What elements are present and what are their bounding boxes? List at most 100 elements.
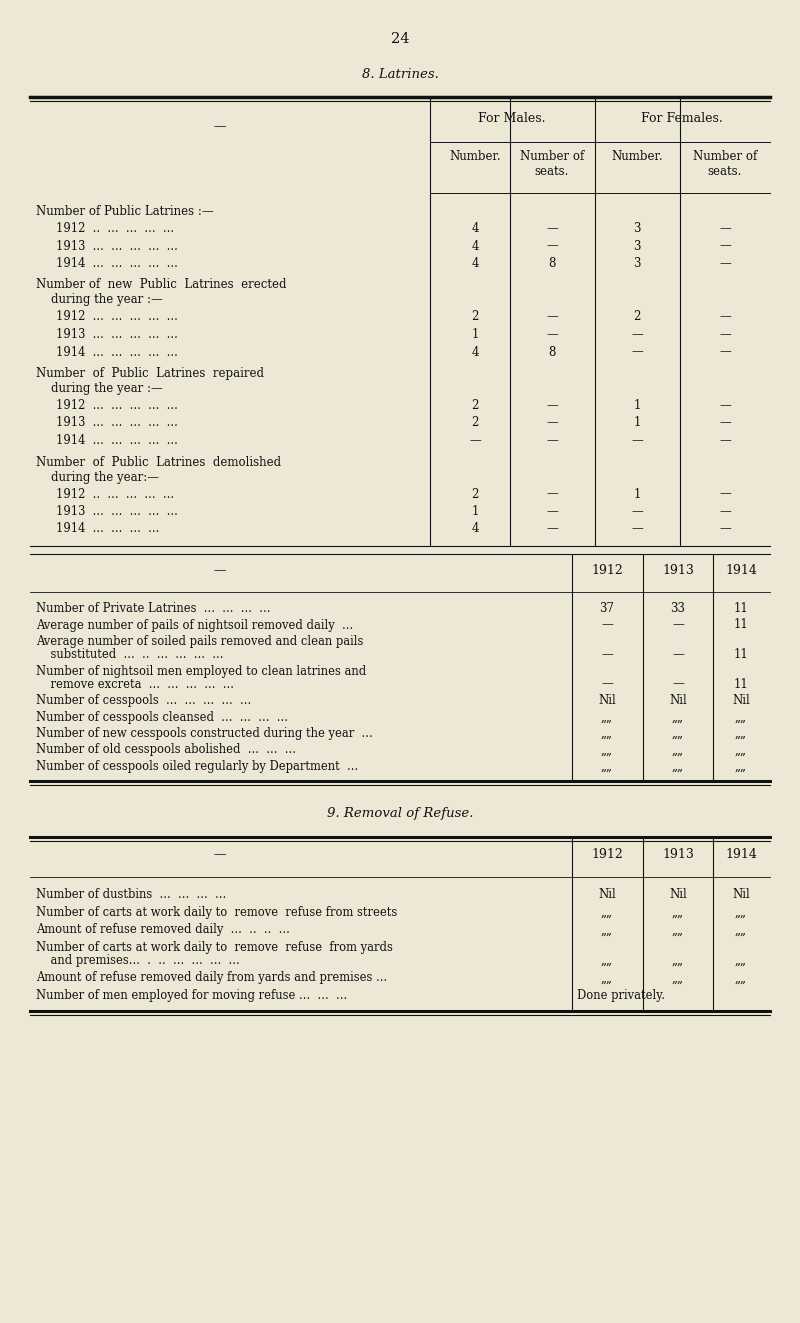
- Text: —: —: [546, 434, 558, 447]
- Text: 1913  ...  ...  ...  ...  ...: 1913 ... ... ... ... ...: [56, 505, 178, 519]
- Text: 2: 2: [471, 400, 478, 411]
- Text: Average number of pails of nightsoil removed daily  ...: Average number of pails of nightsoil rem…: [36, 618, 354, 631]
- Text: 1914  ...  ...  ...  ...  ...: 1914 ... ... ... ... ...: [56, 257, 178, 270]
- Text: 2: 2: [471, 311, 478, 324]
- Text: 8: 8: [548, 345, 556, 359]
- Text: 37: 37: [599, 602, 614, 615]
- Text: —: —: [546, 239, 558, 253]
- Text: „„: „„: [735, 906, 747, 919]
- Text: —: —: [546, 417, 558, 430]
- Text: 2: 2: [471, 417, 478, 430]
- Text: „„: „„: [601, 744, 613, 757]
- Text: Number of new cesspools constructed during the year  ...: Number of new cesspools constructed duri…: [36, 728, 373, 740]
- Text: 1: 1: [634, 417, 641, 430]
- Text: 1914  ...  ...  ...  ...  ...: 1914 ... ... ... ... ...: [56, 434, 178, 447]
- Text: 1913  ...  ...  ...  ...  ...: 1913 ... ... ... ... ...: [56, 239, 178, 253]
- Text: —: —: [631, 434, 643, 447]
- Text: —: —: [672, 677, 684, 691]
- Text: —: —: [719, 505, 731, 519]
- Text: Number  of  Public  Latrines  demolished: Number of Public Latrines demolished: [36, 455, 281, 468]
- Text: 11: 11: [734, 677, 748, 691]
- Text: 11: 11: [734, 602, 748, 615]
- Text: „„: „„: [601, 759, 613, 773]
- Text: Number of
seats.: Number of seats.: [693, 149, 757, 179]
- Text: 1913  ...  ...  ...  ...  ...: 1913 ... ... ... ... ...: [56, 328, 178, 341]
- Text: 4: 4: [471, 239, 478, 253]
- Text: 24: 24: [390, 32, 410, 46]
- Text: 2: 2: [634, 311, 641, 324]
- Text: 1913  ...  ...  ...  ...  ...: 1913 ... ... ... ... ...: [56, 417, 178, 430]
- Text: —: —: [672, 648, 684, 662]
- Text: Number of old cesspools abolished  ...  ...  ...: Number of old cesspools abolished ... ..…: [36, 744, 296, 757]
- Text: Number.: Number.: [449, 149, 501, 163]
- Text: substituted  ...  ..  ...  ...  ...  ...: substituted ... .. ... ... ... ...: [36, 648, 223, 662]
- Text: 1: 1: [471, 328, 478, 341]
- Text: during the year:—: during the year:—: [36, 471, 159, 483]
- Text: „„: „„: [735, 954, 747, 967]
- Text: —: —: [719, 257, 731, 270]
- Text: —: —: [546, 505, 558, 519]
- Text: Done privately.: Done privately.: [577, 990, 665, 1002]
- Text: 1: 1: [634, 400, 641, 411]
- Text: 1914: 1914: [725, 848, 757, 861]
- Text: 1912: 1912: [591, 564, 623, 577]
- Text: „„: „„: [672, 744, 684, 757]
- Text: —: —: [719, 417, 731, 430]
- Text: „„: „„: [672, 923, 684, 937]
- Text: 1912: 1912: [591, 848, 623, 861]
- Text: „„: „„: [672, 728, 684, 740]
- Text: Number of carts at work daily to  remove  refuse  from yards: Number of carts at work daily to remove …: [36, 941, 393, 954]
- Text: „„: „„: [735, 710, 747, 724]
- Text: —: —: [601, 677, 613, 691]
- Text: —: —: [719, 400, 731, 411]
- Text: Nil: Nil: [732, 889, 750, 901]
- Text: Number of
seats.: Number of seats.: [520, 149, 584, 179]
- Text: 1912  ..  ...  ...  ...  ...: 1912 .. ... ... ... ...: [56, 487, 174, 500]
- Text: For Females.: For Females.: [641, 112, 723, 124]
- Text: Amount of refuse removed daily from yards and premises ...: Amount of refuse removed daily from yard…: [36, 971, 387, 984]
- Text: „„: „„: [735, 744, 747, 757]
- Text: For Males.: For Males.: [478, 112, 546, 124]
- Text: 1914  ...  ...  ...  ...  ...: 1914 ... ... ... ... ...: [56, 345, 178, 359]
- Text: 1913: 1913: [662, 848, 694, 861]
- Text: —: —: [719, 487, 731, 500]
- Text: 1913: 1913: [662, 564, 694, 577]
- Text: „„: „„: [672, 906, 684, 919]
- Text: Number.: Number.: [611, 149, 663, 163]
- Text: 1: 1: [471, 505, 478, 519]
- Text: Nil: Nil: [598, 889, 616, 901]
- Text: during the year :—: during the year :—: [36, 382, 162, 396]
- Text: 3: 3: [634, 239, 641, 253]
- Text: —: —: [214, 848, 226, 861]
- Text: —: —: [631, 505, 643, 519]
- Text: —: —: [601, 618, 613, 631]
- Text: Number of cesspools oiled regularly by Department  ...: Number of cesspools oiled regularly by D…: [36, 759, 358, 773]
- Text: —: —: [601, 648, 613, 662]
- Text: 4: 4: [471, 345, 478, 359]
- Text: —: —: [546, 487, 558, 500]
- Text: 8: 8: [548, 257, 556, 270]
- Text: —: —: [719, 239, 731, 253]
- Text: Number of men employed for moving refuse ...  ...  ...: Number of men employed for moving refuse…: [36, 990, 347, 1002]
- Text: „„: „„: [601, 710, 613, 724]
- Text: —: —: [546, 523, 558, 536]
- Text: remove excreta  ...  ...  ...  ...  ...: remove excreta ... ... ... ... ...: [36, 677, 234, 691]
- Text: 11: 11: [734, 648, 748, 662]
- Text: Number of Public Latrines :—: Number of Public Latrines :—: [36, 205, 214, 218]
- Text: Average number of soiled pails removed and clean pails: Average number of soiled pails removed a…: [36, 635, 363, 648]
- Text: 4: 4: [471, 523, 478, 536]
- Text: —: —: [631, 345, 643, 359]
- Text: „„: „„: [672, 954, 684, 967]
- Text: —: —: [546, 222, 558, 235]
- Text: 1914  ...  ...  ...  ...: 1914 ... ... ... ...: [56, 523, 159, 536]
- Text: Nil: Nil: [669, 695, 687, 706]
- Text: Number of  new  Public  Latrines  erected: Number of new Public Latrines erected: [36, 279, 286, 291]
- Text: —: —: [719, 222, 731, 235]
- Text: —: —: [546, 400, 558, 411]
- Text: —: —: [214, 564, 226, 577]
- Text: „„: „„: [601, 923, 613, 937]
- Text: Number of carts at work daily to  remove  refuse from streets: Number of carts at work daily to remove …: [36, 906, 398, 919]
- Text: „„: „„: [601, 971, 613, 984]
- Text: 1: 1: [634, 487, 641, 500]
- Text: —: —: [672, 618, 684, 631]
